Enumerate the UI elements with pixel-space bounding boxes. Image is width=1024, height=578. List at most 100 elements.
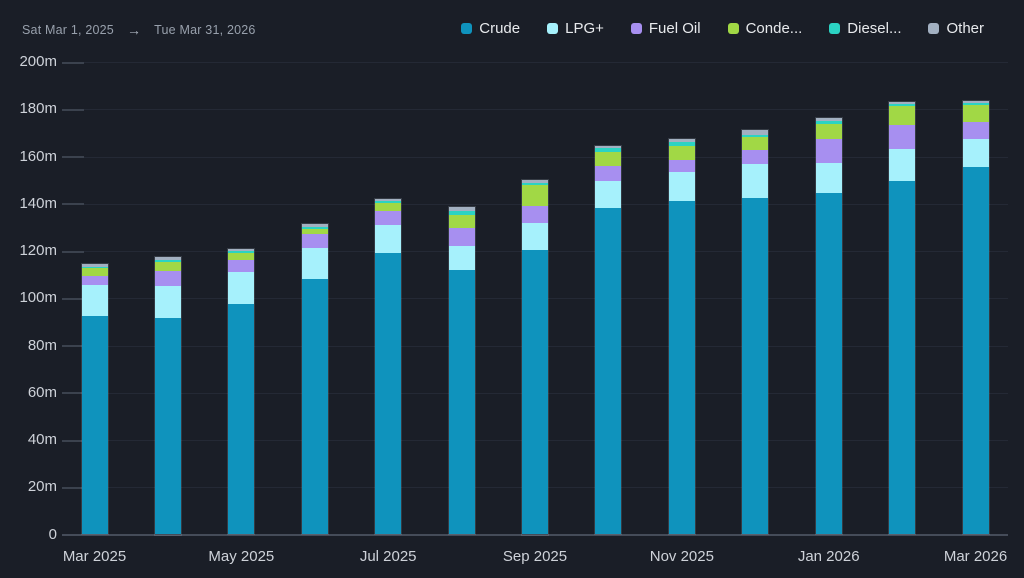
- bar-segment-other[interactable]: [962, 100, 989, 104]
- bar-segment-fueloil[interactable]: [668, 160, 695, 172]
- legend-item-other[interactable]: Other: [928, 20, 984, 37]
- bar-segment-diesel[interactable]: [448, 210, 475, 215]
- bar-apr-2025[interactable]: [154, 256, 181, 535]
- legend-item-conde[interactable]: Conde...: [727, 20, 802, 37]
- bar-segment-conde[interactable]: [301, 228, 328, 235]
- legend-item-crude[interactable]: Crude: [461, 20, 520, 37]
- bar-segment-other[interactable]: [522, 180, 549, 184]
- bar-segment-diesel[interactable]: [742, 134, 769, 138]
- bar-segment-fueloil[interactable]: [448, 228, 475, 247]
- bar-jan-2026[interactable]: [815, 118, 842, 535]
- date-range-start[interactable]: Sat Mar 1, 2025: [22, 23, 114, 37]
- bar-feb-2026[interactable]: [889, 102, 916, 535]
- bar-segment-other[interactable]: [742, 130, 769, 135]
- bar-segment-conde[interactable]: [668, 146, 695, 161]
- bar-oct-2025[interactable]: [595, 145, 622, 535]
- bar-segment-conde[interactable]: [815, 123, 842, 139]
- bar-segment-fueloil[interactable]: [595, 166, 622, 182]
- bar-aug-2025[interactable]: [448, 207, 475, 535]
- bar-segment-conde[interactable]: [889, 106, 916, 126]
- bar-segment-diesel[interactable]: [522, 183, 549, 186]
- bar-segment-conde[interactable]: [154, 262, 181, 272]
- bar-segment-crude[interactable]: [889, 181, 916, 535]
- bar-segment-fueloil[interactable]: [742, 149, 769, 164]
- bar-sep-2025[interactable]: [522, 180, 549, 535]
- bar-segment-diesel[interactable]: [815, 121, 842, 124]
- bar-dec-2025[interactable]: [742, 130, 769, 535]
- bar-segment-lpg+[interactable]: [154, 285, 181, 318]
- bar-segment-lpg+[interactable]: [375, 224, 402, 253]
- bar-segment-conde[interactable]: [962, 105, 989, 122]
- bar-segment-diesel[interactable]: [595, 148, 622, 153]
- bar-segment-lpg+[interactable]: [668, 171, 695, 201]
- bar-segment-conde[interactable]: [522, 185, 549, 206]
- bar-segment-crude[interactable]: [81, 315, 108, 535]
- bar-segment-diesel[interactable]: [962, 103, 989, 106]
- date-range-end[interactable]: Tue Mar 31, 2026: [154, 23, 256, 37]
- legend-item-lpg+[interactable]: LPG+: [547, 20, 604, 37]
- bar-segment-conde[interactable]: [375, 203, 402, 212]
- bar-segment-other[interactable]: [448, 207, 475, 211]
- bar-segment-other[interactable]: [375, 198, 402, 202]
- bar-segment-diesel[interactable]: [889, 104, 916, 107]
- bar-segment-other[interactable]: [154, 256, 181, 260]
- bar-segment-crude[interactable]: [668, 200, 695, 535]
- bar-jul-2025[interactable]: [375, 198, 402, 535]
- bar-segment-conde[interactable]: [81, 268, 108, 276]
- bar-segment-diesel[interactable]: [154, 259, 181, 263]
- bar-segment-other[interactable]: [301, 223, 328, 227]
- bar-segment-lpg+[interactable]: [301, 247, 328, 280]
- bar-segment-lpg+[interactable]: [889, 148, 916, 182]
- bar-segment-fueloil[interactable]: [301, 234, 328, 248]
- bar-segment-conde[interactable]: [228, 253, 255, 261]
- bar-segment-crude[interactable]: [448, 270, 475, 535]
- bar-segment-crude[interactable]: [522, 250, 549, 535]
- bar-segment-fueloil[interactable]: [815, 138, 842, 164]
- bar-segment-fueloil[interactable]: [962, 121, 989, 139]
- bar-segment-conde[interactable]: [595, 152, 622, 167]
- bar-segment-other[interactable]: [595, 145, 622, 149]
- bar-segment-other[interactable]: [228, 248, 255, 252]
- bar-nov-2025[interactable]: [668, 139, 695, 535]
- bar-segment-fueloil[interactable]: [522, 205, 549, 224]
- bar-segment-crude[interactable]: [375, 252, 402, 535]
- bar-segment-fueloil[interactable]: [154, 271, 181, 286]
- bar-mar-2025[interactable]: [81, 263, 108, 535]
- bar-segment-crude[interactable]: [742, 197, 769, 535]
- bar-segment-conde[interactable]: [742, 137, 769, 150]
- bar-segment-crude[interactable]: [595, 208, 622, 535]
- bar-segment-lpg+[interactable]: [228, 271, 255, 305]
- bar-segment-lpg+[interactable]: [815, 163, 842, 193]
- bar-segment-conde[interactable]: [448, 214, 475, 229]
- bar-segment-crude[interactable]: [962, 167, 989, 535]
- bar-segment-lpg+[interactable]: [962, 138, 989, 168]
- bar-segment-lpg+[interactable]: [81, 284, 108, 316]
- bar-segment-lpg+[interactable]: [448, 246, 475, 271]
- bar-segment-other[interactable]: [889, 102, 916, 105]
- bar-segment-diesel[interactable]: [81, 266, 108, 269]
- bar-segment-fueloil[interactable]: [228, 260, 255, 272]
- bar-jun-2025[interactable]: [301, 223, 328, 535]
- bar-segment-other[interactable]: [668, 139, 695, 143]
- bar-may-2025[interactable]: [228, 248, 255, 535]
- bar-segment-diesel[interactable]: [668, 142, 695, 147]
- bar-segment-diesel[interactable]: [375, 201, 402, 204]
- bar-segment-diesel[interactable]: [301, 226, 328, 229]
- bar-segment-crude[interactable]: [301, 279, 328, 535]
- bar-segment-crude[interactable]: [815, 192, 842, 535]
- legend-item-diesel[interactable]: Diesel...: [829, 20, 901, 37]
- legend-item-fueloil[interactable]: Fuel Oil: [630, 20, 701, 37]
- bar-segment-fueloil[interactable]: [375, 211, 402, 225]
- date-range-picker[interactable]: Sat Mar 1, 2025 → Tue Mar 31, 2026: [22, 22, 256, 38]
- bar-segment-fueloil[interactable]: [81, 276, 108, 285]
- bar-segment-other[interactable]: [815, 118, 842, 122]
- bar-segment-lpg+[interactable]: [595, 181, 622, 209]
- bar-segment-crude[interactable]: [228, 304, 255, 535]
- bar-segment-lpg+[interactable]: [742, 163, 769, 198]
- bar-mar-2026[interactable]: [962, 100, 989, 535]
- bar-segment-lpg+[interactable]: [522, 223, 549, 251]
- bar-segment-crude[interactable]: [154, 317, 181, 535]
- bar-segment-diesel[interactable]: [228, 251, 255, 254]
- bar-segment-fueloil[interactable]: [889, 125, 916, 149]
- bar-segment-other[interactable]: [81, 263, 108, 267]
